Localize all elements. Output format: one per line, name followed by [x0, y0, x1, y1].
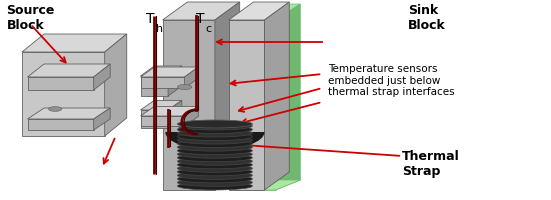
Polygon shape — [163, 2, 240, 20]
Ellipse shape — [177, 182, 252, 190]
Wedge shape — [165, 132, 264, 150]
Polygon shape — [264, 2, 289, 190]
Text: Temperature sensors
embedded just below
thermal strap interfaces: Temperature sensors embedded just below … — [328, 64, 455, 97]
Ellipse shape — [177, 171, 252, 179]
Text: T: T — [146, 12, 154, 26]
Ellipse shape — [177, 164, 252, 172]
Ellipse shape — [177, 157, 252, 165]
Ellipse shape — [177, 126, 252, 133]
Polygon shape — [163, 20, 215, 190]
Text: Thermal
Strap: Thermal Strap — [402, 150, 460, 178]
Polygon shape — [28, 77, 94, 90]
Polygon shape — [242, 4, 300, 20]
Ellipse shape — [177, 143, 252, 151]
Text: c: c — [206, 24, 212, 34]
Ellipse shape — [177, 168, 252, 176]
Polygon shape — [168, 100, 182, 128]
Text: Source
Block: Source Block — [7, 4, 55, 32]
Ellipse shape — [177, 179, 252, 186]
Polygon shape — [141, 110, 168, 128]
Ellipse shape — [177, 140, 252, 148]
Ellipse shape — [177, 175, 252, 183]
Polygon shape — [28, 119, 94, 130]
Circle shape — [48, 107, 62, 111]
Circle shape — [177, 84, 192, 90]
Polygon shape — [105, 34, 127, 136]
Polygon shape — [141, 76, 168, 96]
Polygon shape — [242, 180, 300, 190]
Polygon shape — [141, 67, 198, 77]
Ellipse shape — [177, 129, 252, 137]
Text: h: h — [156, 24, 163, 34]
Polygon shape — [141, 77, 185, 88]
Text: T: T — [196, 12, 204, 26]
Polygon shape — [28, 108, 110, 119]
Polygon shape — [22, 34, 127, 52]
Polygon shape — [185, 106, 198, 126]
Polygon shape — [215, 2, 240, 190]
Polygon shape — [141, 106, 198, 116]
Ellipse shape — [177, 154, 252, 162]
Ellipse shape — [177, 120, 252, 128]
Polygon shape — [242, 20, 276, 190]
Polygon shape — [276, 4, 300, 190]
Ellipse shape — [177, 136, 252, 144]
Polygon shape — [28, 64, 110, 77]
Polygon shape — [141, 66, 182, 76]
Polygon shape — [168, 66, 182, 96]
Ellipse shape — [177, 122, 252, 130]
Text: Sink
Block: Sink Block — [408, 4, 446, 32]
Ellipse shape — [177, 161, 252, 169]
Polygon shape — [185, 67, 198, 88]
Polygon shape — [94, 64, 110, 90]
Polygon shape — [22, 52, 105, 136]
Polygon shape — [229, 20, 264, 190]
Ellipse shape — [177, 133, 252, 141]
Ellipse shape — [177, 147, 252, 155]
Polygon shape — [94, 108, 110, 130]
Polygon shape — [141, 116, 185, 126]
Polygon shape — [229, 2, 289, 20]
Ellipse shape — [177, 150, 252, 158]
Polygon shape — [141, 100, 182, 110]
